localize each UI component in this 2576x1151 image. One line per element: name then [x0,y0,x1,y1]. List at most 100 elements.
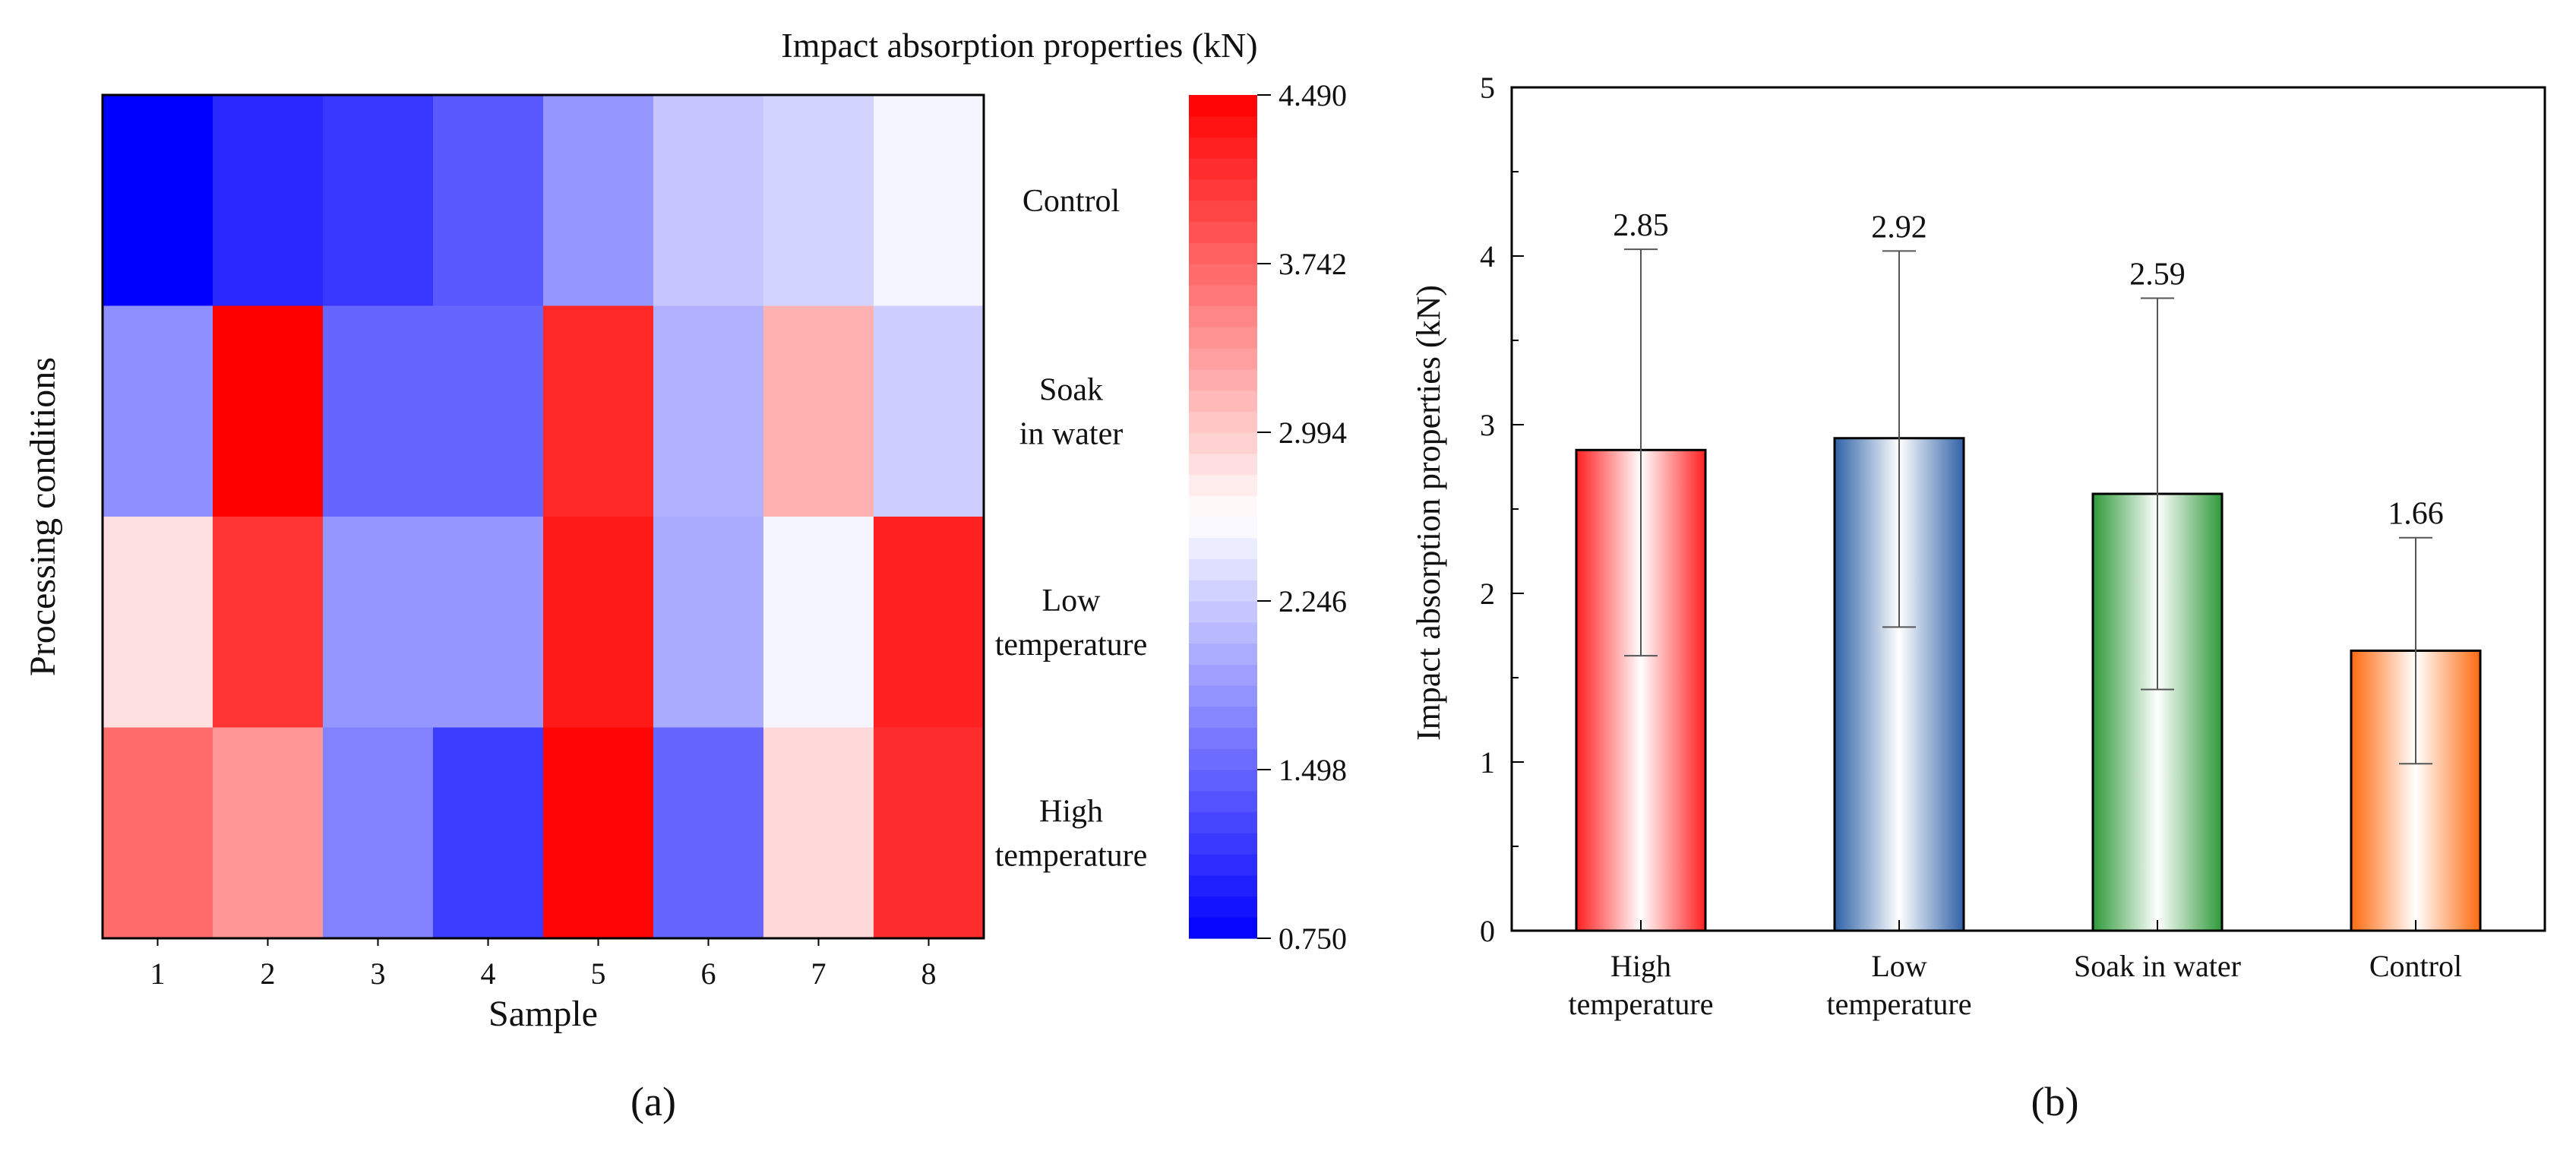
bar-x-labels: High temperature Low temperature Soak in wat… [1569,920,2462,1021]
colorbar-step [1189,179,1257,201]
heatmap-cell [874,95,985,307]
heatmap-row-label: Control [1022,184,1120,219]
bar-y-label: Impact absorption properties (kN) [1410,285,1447,741]
colorbar-step [1189,390,1257,412]
heatmap-cell [323,517,434,729]
heatmap-cell [653,727,764,939]
heatmap-panel: Impact absorption properties (kN) 1 2 3 4 5 6… [23,26,1347,1124]
colorbar-step [1189,854,1257,876]
heatmap-cell [433,727,544,939]
colorbar-step [1189,833,1257,855]
heatmap-frame [101,93,985,940]
heatmap-x-tick-label: 5 [591,957,606,991]
heatmap-cell [323,727,434,939]
colorbar-step [1189,664,1257,686]
colorbar-tick-label: 2.246 [1279,584,1347,618]
heatmap-row-label: Low temperature [995,583,1148,662]
colorbar-step [1189,811,1257,833]
heatmap-cell [543,517,654,729]
colorbar-step [1189,200,1257,223]
colorbar-tick-label: 4.490 [1279,78,1347,112]
colorbar-step [1189,558,1257,580]
bar-category-label: Soak in water [2074,949,2241,983]
bar-plot-frame [1510,86,2546,932]
colorbar-tick-label: 3.742 [1279,247,1347,281]
y-tick-label: 4 [1480,239,1495,274]
heatmap-cell [874,517,985,729]
panel-label-a: (a) [631,1079,676,1124]
bar-category-label: High temperature [1569,949,1714,1021]
heatmap-cell [763,95,874,307]
colorbar-step [1189,601,1257,623]
heatmap-cell [543,305,654,517]
colorbar-ticks: 0.750 1.498 2.246 2.994 3.742 4.490 [1257,78,1347,956]
heatmap-x-tick-label: 1 [150,957,166,991]
bar-panel: 0 1 2 3 4 5 2.85 2.92 2.59 1.66 High temperature L… [1410,71,2546,1124]
heatmap-x-tick-label: 4 [481,957,496,991]
colorbar-step [1189,284,1257,307]
bar-category-label: Low temperature [1827,949,1972,1021]
colorbar-step [1189,770,1257,792]
colorbar-tick-label: 0.750 [1279,922,1347,956]
y-tick-label: 0 [1480,914,1495,948]
bar-category-label: Control [2369,949,2462,983]
colorbar-step [1189,264,1257,286]
colorbar-step [1189,95,1257,117]
colorbar-step [1189,517,1257,539]
bar-value-label: 2.92 [1871,210,1927,245]
heatmap-cell [763,517,874,729]
heatmap-cell [433,305,544,517]
colorbar-step [1189,495,1257,517]
heatmap-cell [213,517,324,729]
colorbar-step [1189,327,1257,349]
colorbar-step [1189,706,1257,729]
heatmap-cell [323,305,434,517]
heatmap-cell [763,305,874,517]
heatmap-cell [763,727,874,939]
heatmap-cells [103,95,985,939]
heatmap-cell [874,727,985,939]
colorbar-step [1189,874,1257,897]
colorbar-step [1189,643,1257,665]
error-bars [1624,248,2432,765]
heatmap-cell [103,95,213,307]
colorbar-step [1189,727,1257,749]
colorbar-step [1189,896,1257,918]
colorbar-step [1189,158,1257,180]
colorbar-step [1189,790,1257,813]
heatmap-x-ticks: 1 2 3 4 5 6 7 8 [150,938,937,991]
colorbar-step [1189,621,1257,644]
y-tick-label: 3 [1480,408,1495,442]
heatmap-row-label: High temperature [995,794,1148,873]
panel-label-b: (b) [2031,1079,2079,1124]
bar-value-labels: 2.85 2.92 2.59 1.66 [1613,208,2444,532]
heatmap-x-tick-label: 2 [261,957,276,991]
bars [1575,437,2482,932]
bar-value-label: 1.66 [2388,497,2444,532]
colorbar-step [1189,305,1257,327]
colorbar-step [1189,580,1257,602]
heatmap-cell [323,95,434,307]
heatmap-cell [653,305,764,517]
colorbar-step [1189,917,1257,939]
heatmap-x-tick-label: 7 [811,957,827,991]
colorbar-step [1189,685,1257,707]
colorbar-step [1189,411,1257,433]
heatmap-cell [543,95,654,307]
y-tick-label: 2 [1480,577,1495,611]
colorbar-tick-label: 2.994 [1279,416,1347,450]
heatmap-x-tick-label: 6 [701,957,716,991]
bar-value-label: 2.59 [2129,258,2186,292]
heatmap-cell [874,305,985,517]
bar-value-label: 2.85 [1613,208,1669,243]
colorbar-title: Impact absorption properties (kN) [781,26,1257,65]
y-tick-label: 5 [1480,71,1495,105]
colorbar-step [1189,115,1257,138]
heatmap-cell [653,95,764,307]
heatmap-cell [433,95,544,307]
heatmap-cell [103,727,213,939]
bar-y-ticks: 0 1 2 3 4 5 [1480,71,1524,948]
colorbar-step [1189,474,1257,496]
colorbar-step [1189,453,1257,476]
